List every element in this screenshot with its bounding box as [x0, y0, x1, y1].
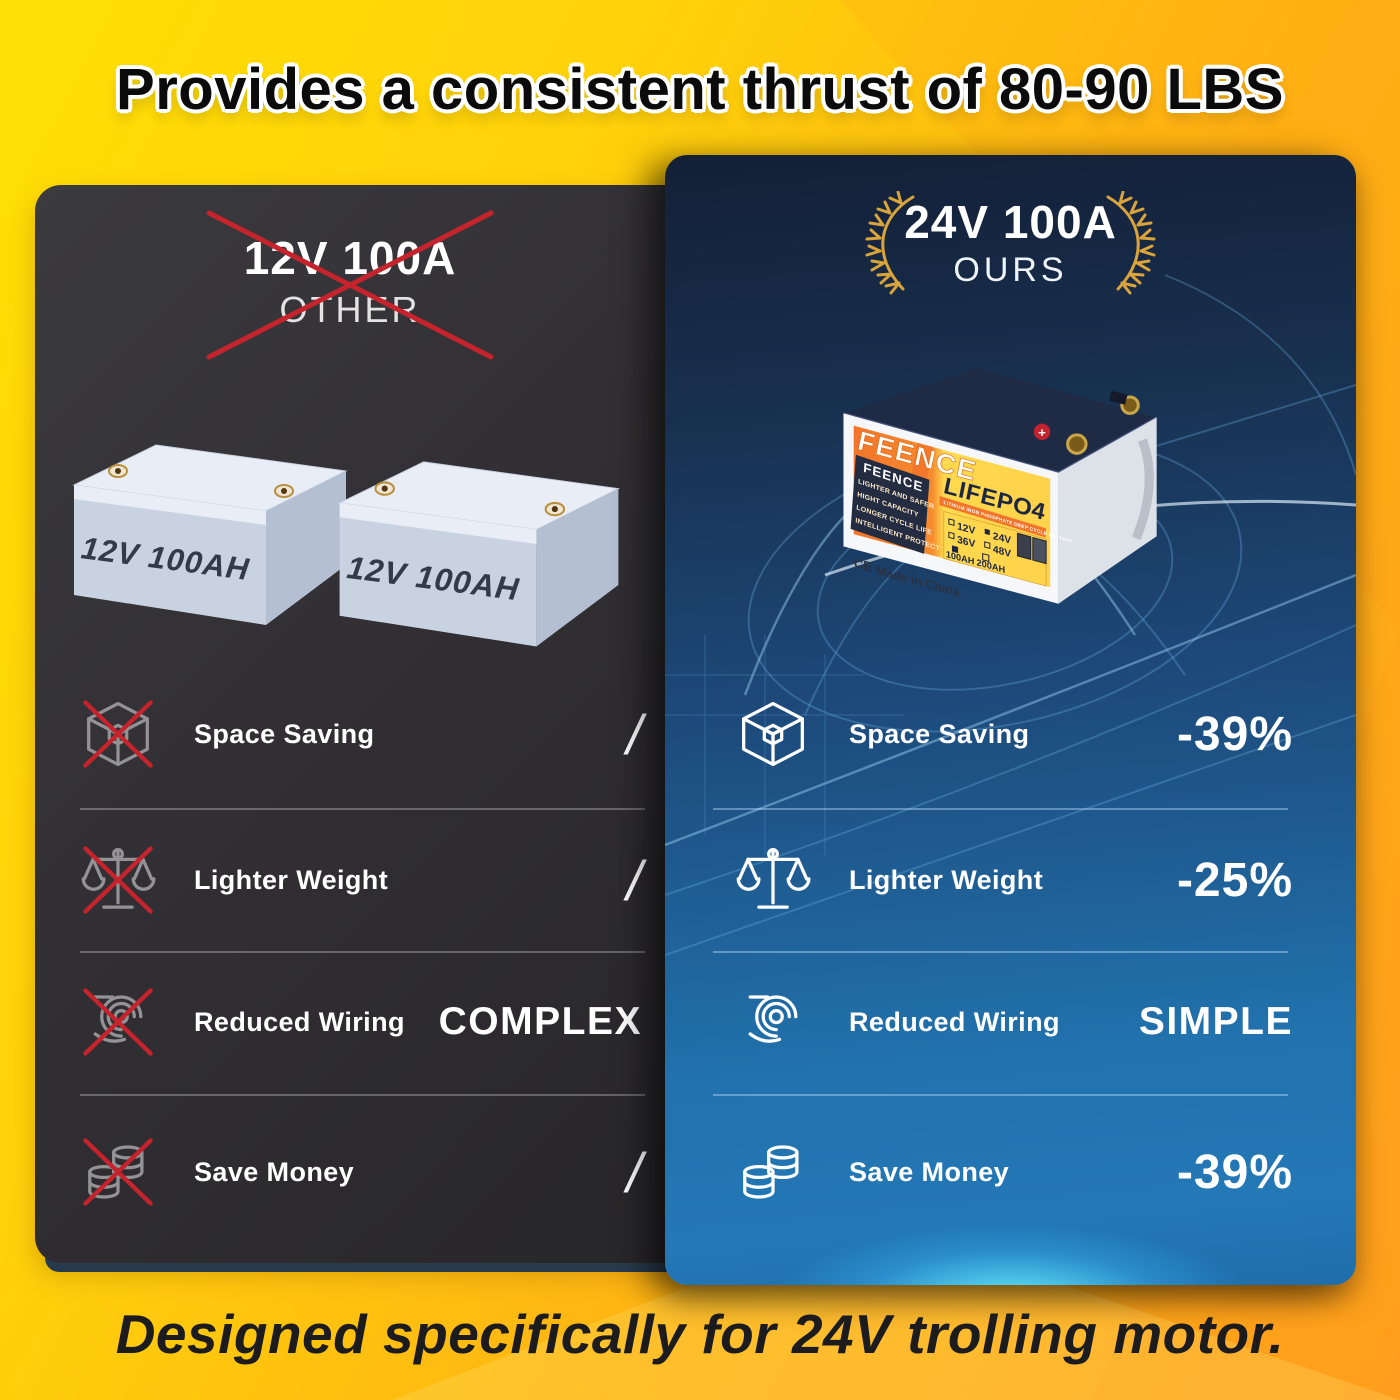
row-label: Reduced Wiring — [194, 1006, 405, 1037]
row-value: SIMPLE — [1138, 1000, 1293, 1043]
wiring-icon — [735, 984, 811, 1060]
laurel-left-icon — [865, 191, 915, 295]
row-label: Save Money — [849, 1156, 1010, 1187]
divider — [713, 808, 1288, 810]
red-cross-icon — [83, 700, 153, 768]
divider — [80, 1094, 645, 1096]
coins-icon — [80, 1134, 156, 1210]
row-value: / — [626, 702, 642, 766]
row-value: / — [626, 848, 642, 912]
row-label: Lighter Weight — [849, 864, 1044, 895]
coins-icon — [735, 1134, 811, 1210]
cube-icon — [80, 696, 156, 772]
headline: Provides a consistent thrust of 80-90 LB… — [116, 57, 1284, 122]
row-value: / — [626, 1140, 642, 1204]
row-value: COMPLEX — [438, 1000, 642, 1043]
row-label: Space Saving — [849, 718, 1030, 749]
voltage-option: 12V — [957, 521, 975, 537]
red-cross-icon — [83, 1138, 153, 1206]
comparison-row: Save Money -39% — [735, 1122, 1293, 1222]
comparison-row: Reduced Wiring COMPLEX — [80, 972, 642, 1072]
red-cross-icon — [206, 210, 494, 360]
comparison-row: Space Saving -39% — [735, 684, 1293, 784]
battery-12v: 12V 100AH — [337, 461, 621, 647]
battery-12v: 12V 100AH — [72, 444, 348, 625]
row-value: -39% — [1176, 1145, 1293, 1199]
row-value: -39% — [1176, 707, 1293, 761]
left-panel-header: 12V 100A OTHER — [35, 231, 665, 331]
comparison-row: Reduced Wiring SIMPLE — [735, 972, 1293, 1072]
divider — [80, 951, 645, 953]
voltage-option: 24V — [993, 531, 1011, 547]
right-panel-title: 24V 100A — [904, 196, 1117, 248]
left-panel: 12V 100A OTHER 12V 100AH 12V 100AH — [35, 185, 780, 1272]
right-panel-header: 24V 100A OURS — [665, 195, 1356, 290]
voltage-option: 36V — [957, 535, 975, 551]
footer-caption: Designed specifically for 24V trolling m… — [115, 1303, 1285, 1365]
wiring-icon — [80, 984, 156, 1060]
cube-icon — [735, 696, 811, 772]
scale-icon — [735, 842, 811, 918]
left-panel-title: 12V 100A — [243, 232, 457, 284]
red-cross-icon — [83, 988, 153, 1056]
row-label: Space Saving — [194, 718, 375, 749]
divider — [713, 1094, 1288, 1096]
right-panel-subtitle: OURS — [953, 251, 1068, 289]
comparison-row: Lighter Weight / — [80, 830, 642, 930]
scale-icon — [80, 842, 156, 918]
laurel-right-icon — [1106, 191, 1156, 295]
comparison-row: Save Money / — [80, 1122, 642, 1222]
plus-terminal: + — [1038, 425, 1046, 440]
divider — [80, 808, 645, 810]
voltage-option: 48V — [993, 544, 1011, 560]
row-value: -25% — [1176, 853, 1293, 907]
row-label: Save Money — [194, 1156, 355, 1187]
ce-mark: CE — [854, 555, 872, 575]
row-label: Reduced Wiring — [849, 1006, 1060, 1037]
red-cross-icon — [83, 846, 153, 914]
comparison-row: Lighter Weight -25% — [735, 830, 1293, 930]
right-panel: 24V 100A OURS — [665, 155, 1356, 1285]
cyan-glow — [775, 1225, 1246, 1285]
row-label: Lighter Weight — [194, 864, 389, 895]
comparison-row: Space Saving / — [80, 684, 642, 784]
product-battery: FEENCE FEENCE LIGHTER AND SAFER HIGHT CA… — [843, 368, 1158, 604]
divider — [713, 951, 1288, 953]
